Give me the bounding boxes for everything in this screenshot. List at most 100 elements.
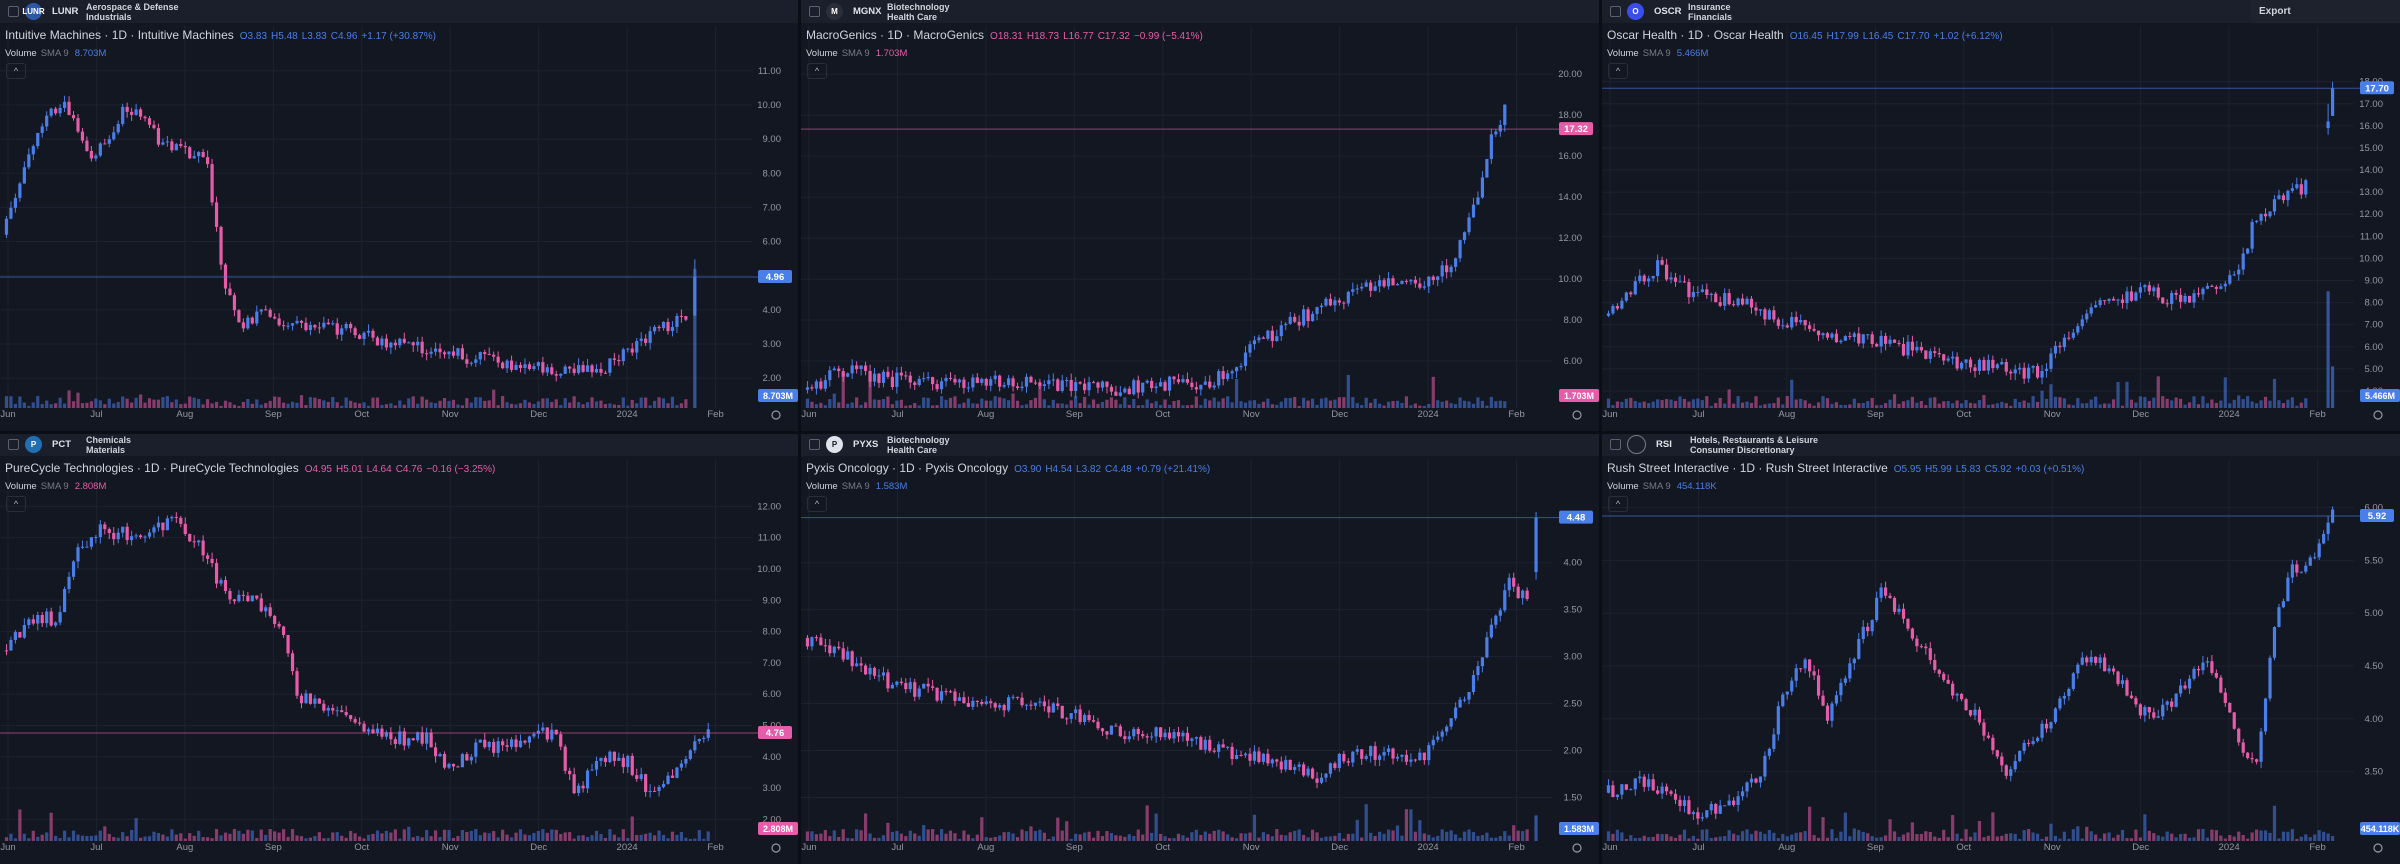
y-tick-label: 11.00: [758, 533, 781, 544]
select-checkbox[interactable]: [1610, 6, 1621, 17]
ticker-symbol[interactable]: PYXS: [853, 439, 879, 450]
ticker-symbol[interactable]: LUNR: [52, 6, 79, 17]
collapse-button[interactable]: ^: [6, 496, 26, 512]
candle-body: [451, 351, 456, 356]
chart-panel-oscr[interactable]: JunJulAugSepOctNovDec2024Feb4.005.006.00…: [1602, 0, 2400, 431]
volume-bar: [1714, 403, 1718, 408]
candle-body: [679, 315, 684, 317]
x-tick-label: Oct: [1956, 409, 1971, 420]
candle-body: [487, 354, 491, 356]
chart-title: MacroGenics · 1D · MacroGenics O18.31 H18.…: [806, 28, 1203, 42]
candle-body: [612, 751, 616, 761]
candle-body: [299, 320, 304, 323]
volume-bar: [2183, 833, 2187, 841]
chart-panel-pyxs[interactable]: Jun Jul Aug Sep Oct Nov Dec 2024 Feb 1.50 2.00 2.50…: [801, 433, 1600, 864]
candle-body: [31, 619, 35, 624]
volume-bar: [1897, 836, 1901, 841]
candle-body: [460, 348, 464, 360]
candle-body: [1749, 778, 1754, 783]
chart-panel-mgnx[interactable]: Jun Jul Aug Sep Oct Nov Dec 2024 Feb 6.00 8.00 10.0…: [801, 0, 1600, 431]
ticker-symbol[interactable]: PCT: [52, 439, 71, 450]
volume-bar: [1879, 405, 1883, 408]
collapse-button[interactable]: ^: [807, 63, 827, 79]
candle-body: [1337, 753, 1341, 769]
collapse-button[interactable]: ^: [6, 63, 26, 79]
select-checkbox[interactable]: [809, 439, 820, 450]
candle-body: [1078, 382, 1082, 384]
volume-bar: [2272, 805, 2277, 841]
y-tick-label: 12.00: [2359, 209, 2383, 220]
candle-body: [603, 757, 608, 763]
volume-bar: [1740, 402, 1745, 408]
y-tick-label: 2.00: [763, 814, 782, 825]
ticker-symbol[interactable]: RSI: [1656, 439, 1672, 450]
volume-bar: [877, 837, 881, 841]
collapse-button[interactable]: ^: [1608, 496, 1628, 512]
volume-bar: [1033, 831, 1038, 841]
chart-panel-pct[interactable]: Jun Jul Aug Sep Oct Nov Dec 2024 Feb 2.00 3.00 4.00…: [0, 433, 799, 864]
volume-bar: [232, 404, 237, 408]
volume-bar: [2322, 831, 2326, 841]
volume-bar: [1181, 405, 1185, 408]
candle-body: [1047, 706, 1051, 713]
volume-bar: [349, 400, 353, 408]
candle-body: [962, 379, 966, 388]
chart-panel-lunr[interactable]: Jun Jul Aug Sep Oct Nov Dec 2024 Feb 2.00 3.00 4.00…: [0, 0, 799, 431]
candle-body: [1928, 648, 1932, 661]
candle-body: [1136, 380, 1140, 393]
candle-body: [1319, 305, 1324, 308]
candle-body: [85, 546, 89, 548]
collapse-button[interactable]: ^: [1608, 63, 1628, 79]
volume-bar: [1503, 831, 1507, 841]
volume-bar: [54, 835, 58, 841]
collapse-button[interactable]: ^: [807, 496, 827, 512]
candle-body: [496, 356, 500, 363]
volume-bar: [1020, 405, 1024, 408]
candle-body: [67, 101, 71, 116]
candle-body: [1888, 339, 1892, 344]
volume-bar: [1261, 832, 1265, 841]
volume-bar: [2116, 381, 2120, 408]
volume-bar: [429, 402, 433, 408]
volume-bar: [371, 397, 375, 408]
select-checkbox[interactable]: [1610, 439, 1621, 450]
export-button[interactable]: Export: [2251, 0, 2400, 23]
candle-body: [2286, 190, 2290, 201]
select-checkbox[interactable]: [8, 6, 19, 17]
chart-panel-rsi[interactable]: Jun Jul Aug Sep Oct Nov Dec 2024 Feb 3.50 4.00 4.50…: [1602, 433, 2400, 864]
volume-bar: [953, 833, 957, 841]
candle-body: [971, 700, 975, 707]
candle-body: [2080, 657, 2084, 665]
select-checkbox[interactable]: [8, 439, 19, 450]
volume-bar: [2129, 399, 2134, 408]
volume-bar: [514, 832, 518, 841]
ohlc-l: L3.82: [1076, 464, 1102, 475]
ticker-symbol[interactable]: MGNX: [853, 6, 882, 17]
chart-title: Pyxis Oncology · 1D · Pyxis Oncology O3.9…: [806, 461, 1210, 475]
volume-bar: [1512, 825, 1516, 841]
volume-bar: [1476, 397, 1480, 408]
volume-bar: [36, 836, 40, 841]
candle-body: [935, 384, 939, 390]
volume-bar: [966, 398, 970, 408]
volume-bar: [295, 402, 299, 408]
candle-body: [107, 139, 111, 144]
candle-body: [948, 691, 953, 693]
volume-bar: [308, 837, 313, 841]
volume-bar: [1454, 834, 1458, 841]
volume-bar: [2161, 396, 2165, 408]
candle-body: [1266, 753, 1270, 764]
sector-label: Health Care: [887, 444, 938, 455]
candle-body: [67, 576, 71, 589]
candle-body: [273, 316, 277, 319]
candle-body: [1007, 378, 1011, 386]
volume-bar: [617, 837, 621, 841]
candle-body: [1454, 707, 1458, 719]
volume-bar: [935, 834, 939, 841]
select-checkbox[interactable]: [809, 6, 820, 17]
ticker-symbol[interactable]: OSCR: [1654, 6, 1682, 17]
volume-bar: [152, 831, 156, 841]
volume-bar: [1794, 832, 1798, 841]
volume-label: Volume: [5, 481, 37, 492]
candle-body: [585, 770, 590, 789]
